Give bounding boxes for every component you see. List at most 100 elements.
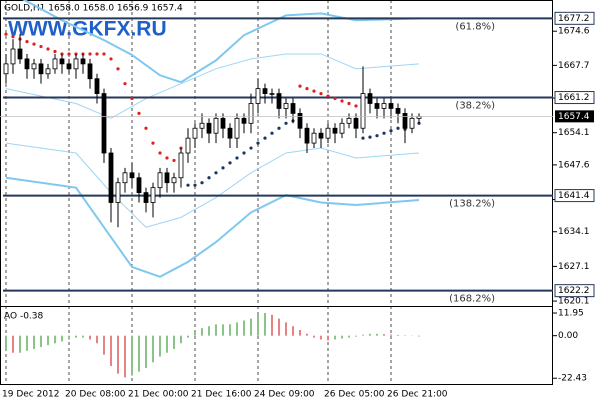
y-tick-label: 1627.1: [558, 262, 590, 272]
sar-dot: [361, 136, 365, 140]
candle-body: [192, 127, 198, 139]
sar-dot: [277, 126, 281, 130]
candle-body: [136, 177, 142, 194]
y-tick-label: 1654.1: [558, 128, 590, 138]
level-percent: (38.2%): [455, 101, 495, 112]
sar-dot: [249, 146, 253, 150]
sar-dot: [32, 42, 36, 46]
y-tick-label: 1647.6: [558, 160, 590, 170]
candle-body: [276, 93, 282, 109]
candle-body: [157, 172, 163, 189]
sar-dot: [102, 52, 106, 56]
candle-body: [283, 103, 289, 109]
candle-body: [171, 177, 177, 184]
sar-dot: [4, 32, 8, 36]
sar-dot: [326, 94, 330, 98]
candle-body: [395, 108, 401, 114]
sar-dot: [263, 136, 267, 140]
sar-dot: [270, 131, 274, 135]
level-value: 1622.2: [558, 286, 590, 296]
sar-dot: [193, 183, 197, 187]
sar-dot: [382, 131, 386, 135]
candle-body: [17, 48, 23, 60]
candle-body: [115, 182, 121, 203]
sar-dot: [242, 151, 246, 155]
sar-dot: [333, 96, 337, 101]
sar-dot: [319, 91, 323, 96]
candle-body: [220, 117, 226, 129]
current-price-box: [555, 110, 594, 123]
band-line: [5, 53, 420, 119]
sar-dot: [67, 52, 71, 56]
y-tick-label: 1674.6: [558, 27, 590, 37]
candle-body: [94, 78, 100, 94]
band-line: [22, 0, 420, 84]
plot-frame: [0, 0, 553, 385]
sar-dot: [88, 52, 92, 56]
sar-dot: [116, 67, 120, 71]
sar-dot: [123, 82, 127, 86]
sar-dot: [46, 47, 50, 51]
level-percent: (61.8%): [455, 21, 495, 32]
y-tick-label: 1620.1: [558, 297, 590, 307]
sar-dot: [158, 151, 162, 155]
sar-dot: [214, 171, 218, 175]
band-line: [5, 176, 420, 278]
sar-dot: [368, 135, 372, 139]
current-price-label: 1657.4: [558, 112, 590, 122]
ao-y-tick-label: 11.95: [558, 309, 584, 319]
candle-body: [178, 152, 184, 179]
sar-dot: [11, 35, 15, 39]
candle-body: [388, 103, 394, 109]
candle-body: [241, 117, 247, 124]
candle-body: [346, 117, 352, 124]
x-tick-label: 21 Dec 16:00: [191, 390, 252, 400]
candle-body: [269, 93, 275, 95]
watermark: WWW.GKFX.RU: [8, 18, 167, 41]
sar-dot: [109, 57, 113, 61]
level-value: 1641.4: [558, 191, 590, 201]
candle-body: [290, 103, 296, 114]
level-value: 1661.2: [558, 93, 590, 103]
sar-dot: [312, 89, 316, 93]
level-box: [554, 11, 595, 25]
ao-y-tick-label: -22.43: [558, 374, 587, 384]
candle-body: [402, 112, 408, 129]
sar-dot: [130, 96, 134, 101]
candle-body: [374, 103, 380, 109]
level-box: [554, 284, 595, 298]
sar-dot: [396, 126, 400, 130]
chart-header: GOLD,H1 1658.0 1658.0 1656.9 1657.4: [4, 4, 183, 14]
sar-dot: [165, 156, 169, 160]
candle-body: [150, 187, 156, 203]
candle-body: [248, 103, 254, 124]
candle-body: [31, 63, 37, 70]
x-tick-label: 21 Dec 00:00: [128, 390, 189, 400]
candle-body: [52, 58, 58, 70]
sar-dot: [235, 156, 239, 160]
candle-body: [367, 93, 373, 104]
candle-body: [38, 63, 44, 75]
candle-body: [143, 192, 149, 203]
candle-body: [318, 132, 324, 139]
sar-dot: [186, 183, 190, 187]
sar-dot: [305, 87, 309, 91]
candle-body: [353, 117, 359, 129]
candle-body: [325, 127, 331, 139]
sar-dot: [151, 141, 155, 145]
ao-y-tick-label: 0.00: [558, 331, 578, 341]
x-tick-label: 26 Dec 05:00: [324, 390, 385, 400]
candle-body: [101, 93, 107, 154]
candle-body: [199, 122, 205, 129]
candle-body: [59, 58, 65, 65]
x-tick-label: 24 Dec 09:00: [254, 390, 315, 400]
sar-dot: [228, 161, 232, 165]
level-box: [554, 189, 595, 203]
sar-dot: [375, 134, 379, 138]
sar-dot: [25, 39, 29, 44]
sar-dot: [53, 49, 57, 54]
candle-body: [381, 103, 387, 109]
candle-body: [262, 88, 268, 94]
candle-body: [332, 127, 338, 134]
candle-body: [409, 117, 415, 129]
